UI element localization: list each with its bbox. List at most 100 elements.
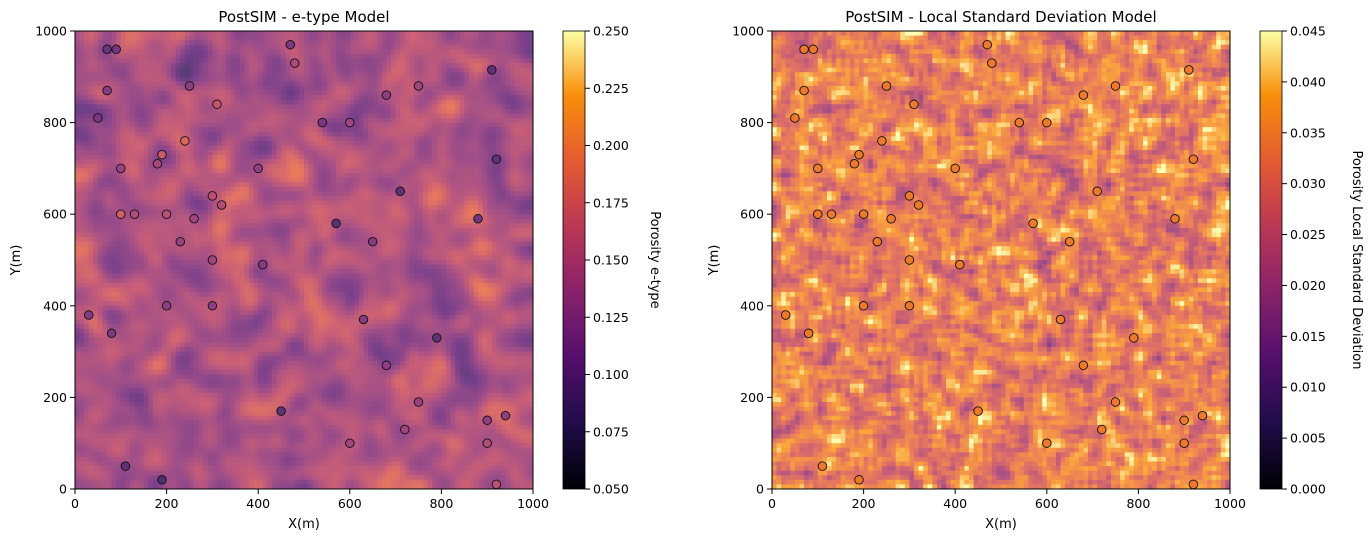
heatmap-cell (97, 205, 103, 210)
heatmap-cell (386, 177, 392, 183)
heatmap-cell (496, 99, 502, 105)
heatmap-cell (386, 136, 392, 142)
heatmap-cell (345, 99, 351, 105)
heatmap-cell (500, 168, 506, 174)
heatmap-cell (258, 218, 264, 224)
heatmap-cell (226, 150, 232, 156)
heatmap-cell (308, 218, 314, 224)
heatmap-cell (299, 177, 305, 183)
heatmap-cell (514, 95, 520, 101)
heatmap-cell (491, 131, 497, 137)
heatmap-cell (468, 63, 474, 68)
heatmap-cell (340, 58, 346, 64)
heatmap-cell (418, 90, 424, 96)
heatmap-cell (326, 205, 332, 210)
heatmap-cell (308, 72, 314, 78)
heatmap-cell (267, 232, 273, 238)
heatmap-cell (445, 136, 451, 142)
heatmap-cell (487, 246, 493, 252)
heatmap-cell (391, 108, 396, 114)
heatmap-cell (464, 186, 470, 192)
heatmap-cell (358, 255, 364, 261)
heatmap-cell (125, 58, 131, 64)
heatmap-cell (267, 44, 273, 50)
heatmap-cell (404, 63, 410, 68)
heatmap-cell (97, 49, 103, 55)
heatmap-cell (93, 58, 99, 64)
heatmap-cell (239, 246, 245, 252)
heatmap-cell (322, 186, 328, 192)
heatmap-cell (349, 140, 355, 146)
heatmap-cell (143, 145, 149, 151)
heatmap-cell (363, 104, 369, 110)
heatmap-cell (326, 40, 332, 46)
heatmap-cell (271, 168, 277, 174)
heatmap-cell (175, 255, 181, 261)
heatmap-cell (271, 154, 277, 160)
heatmap-cell (111, 200, 117, 206)
heatmap-cell (97, 122, 103, 128)
heatmap-cell (203, 227, 209, 233)
heatmap-cell (482, 76, 488, 82)
heatmap-cell (180, 90, 186, 96)
heatmap-cell (391, 122, 396, 128)
heatmap-cell (111, 232, 117, 238)
heatmap-cell (189, 186, 195, 192)
heatmap-cell (404, 118, 410, 123)
heatmap-cell (395, 118, 401, 123)
heatmap-cell (143, 99, 149, 105)
heatmap-cell (331, 154, 337, 160)
heatmap-cell (505, 191, 511, 197)
heatmap-cell (285, 177, 291, 183)
heatmap-cell (482, 232, 488, 238)
heatmap-cell (304, 99, 309, 105)
heatmap-cell (450, 63, 456, 68)
heatmap-cell (290, 122, 296, 128)
heatmap-cell (271, 237, 277, 243)
heatmap-cell (97, 76, 103, 82)
heatmap-cell (290, 205, 296, 210)
heatmap-cell (345, 232, 351, 238)
heatmap-cell (432, 195, 438, 201)
heatmap-cell (139, 118, 145, 123)
heatmap-cell (281, 154, 287, 160)
heatmap-cell (423, 31, 429, 36)
heatmap-cell (491, 250, 497, 256)
heatmap-cell (244, 76, 250, 82)
heatmap-cell (285, 232, 291, 238)
heatmap-cell (464, 140, 470, 146)
heatmap-cell (221, 223, 227, 229)
heatmap-cell (244, 131, 250, 137)
heatmap-cell (189, 63, 195, 68)
heatmap-cell (491, 200, 497, 206)
heatmap-cell (468, 227, 474, 233)
heatmap-cell (450, 90, 456, 96)
heatmap-cell (235, 250, 241, 256)
heatmap-cell (157, 104, 163, 110)
heatmap-cell (79, 99, 85, 105)
heatmap-cell (340, 67, 346, 73)
heatmap-cell (216, 237, 222, 243)
heatmap-cell (230, 218, 236, 224)
heatmap-cell (313, 108, 319, 114)
heatmap-cell (244, 250, 250, 256)
heatmap-cell (313, 237, 319, 243)
heatmap-cell (148, 118, 154, 123)
heatmap-cell (381, 168, 387, 174)
heatmap-cell (281, 58, 287, 64)
heatmap-cell (304, 241, 309, 247)
heatmap-cell (290, 177, 296, 183)
heatmap-cell (473, 67, 479, 73)
heatmap-cell (198, 177, 204, 183)
heatmap-cell (455, 182, 461, 188)
heatmap-cell (377, 35, 383, 41)
heatmap-cell (386, 35, 392, 41)
heatmap-cell (528, 35, 534, 41)
heatmap-cell (377, 140, 383, 146)
heatmap-cell (473, 35, 479, 41)
heatmap-cell (79, 200, 85, 206)
heatmap-cell (358, 122, 364, 128)
heatmap-cell (134, 35, 140, 41)
heatmap-cell (262, 223, 268, 229)
heatmap-cell (322, 159, 328, 165)
